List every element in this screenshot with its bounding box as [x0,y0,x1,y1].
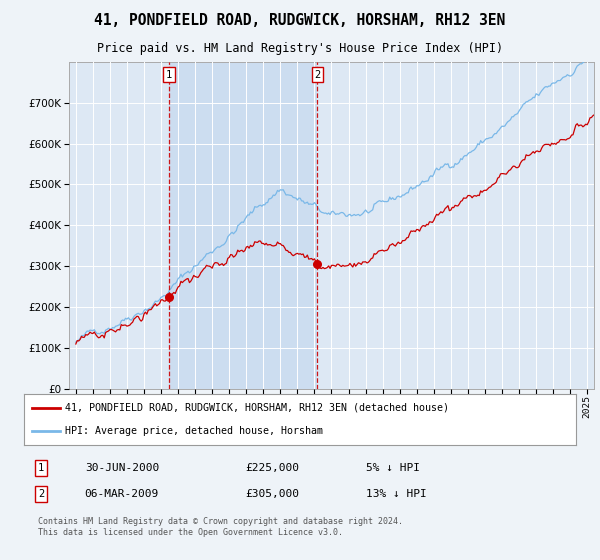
Text: 1: 1 [38,463,44,473]
Text: HPI: Average price, detached house, Horsham: HPI: Average price, detached house, Hors… [65,426,323,436]
Text: 41, PONDFIELD ROAD, RUDGWICK, HORSHAM, RH12 3EN (detached house): 41, PONDFIELD ROAD, RUDGWICK, HORSHAM, R… [65,403,449,413]
Text: 2: 2 [38,489,44,499]
Text: 1: 1 [166,70,172,80]
Text: 2: 2 [314,70,320,80]
Text: Price paid vs. HM Land Registry's House Price Index (HPI): Price paid vs. HM Land Registry's House … [97,43,503,55]
Text: 13% ↓ HPI: 13% ↓ HPI [366,489,427,499]
Text: 06-MAR-2009: 06-MAR-2009 [85,489,159,499]
Text: £305,000: £305,000 [245,489,299,499]
Text: 30-JUN-2000: 30-JUN-2000 [85,463,159,473]
Text: 5% ↓ HPI: 5% ↓ HPI [366,463,420,473]
Text: £225,000: £225,000 [245,463,299,473]
Text: Contains HM Land Registry data © Crown copyright and database right 2024.
This d: Contains HM Land Registry data © Crown c… [38,517,403,537]
Bar [169,62,317,389]
Text: 41, PONDFIELD ROAD, RUDGWICK, HORSHAM, RH12 3EN: 41, PONDFIELD ROAD, RUDGWICK, HORSHAM, R… [94,13,506,28]
